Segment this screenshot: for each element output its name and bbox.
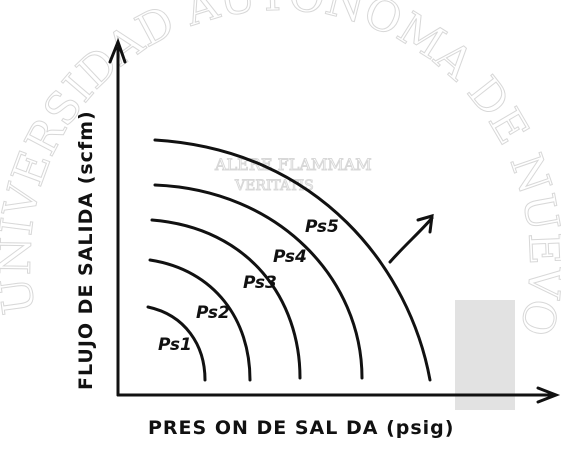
curve	[150, 218, 302, 380]
curve-label: Ps5	[305, 217, 339, 237]
x-axis	[116, 386, 561, 404]
curve	[153, 138, 432, 382]
curves	[146, 138, 434, 382]
curve-label: Ps4	[273, 247, 307, 267]
curve	[146, 305, 207, 382]
curve-label: Ps1	[158, 335, 192, 355]
curve-label: Ps2	[196, 303, 230, 323]
curve-label: Ps3	[243, 273, 277, 293]
y-axis-label: FLUJO DE SALIDA (scfm)	[75, 110, 97, 390]
arrow	[388, 213, 434, 264]
x-axis-label: PRES ON DE SAL DA (psig)	[148, 417, 454, 439]
y-axis	[108, 37, 127, 397]
curve	[148, 258, 252, 382]
axes	[108, 37, 561, 404]
watermark-block	[455, 300, 515, 410]
curve	[153, 183, 364, 380]
watermark-motto: ALERE FLAMMAM	[214, 155, 372, 174]
